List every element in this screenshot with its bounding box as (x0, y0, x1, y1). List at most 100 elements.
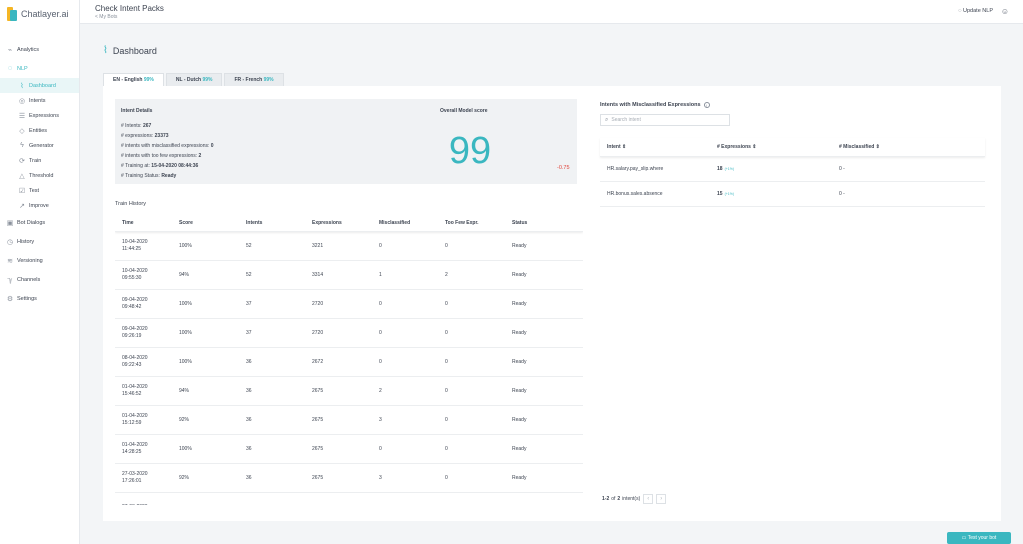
sidebar-item-analytics[interactable]: ⌁ Analytics (0, 40, 79, 59)
train-history-table[interactable]: Time Score Intents Expressions Misclassi… (115, 215, 583, 505)
table-cell: 3314 (312, 272, 324, 278)
model-score-label: Overall Model score (440, 108, 488, 114)
table-row[interactable]: HR.bonus.sales.absence 15 (+1%) 0 - (600, 182, 985, 207)
table-cell: 0 (379, 301, 382, 307)
sidebar-item-versioning[interactable]: ≋ Versioning (0, 251, 79, 270)
column-header: Expressions (312, 220, 342, 226)
table-cell: Ready (512, 330, 527, 336)
detail-line: # Intents: 267 (121, 123, 152, 129)
dashboard-panel: Intent Details # Intents: 267 # expressi… (103, 86, 1001, 521)
column-header-expressions[interactable]: # Expressions ⇕ (717, 144, 757, 150)
detail-line: # intents with misclassified expressions… (121, 143, 214, 149)
clock-icon: ◷ (6, 238, 14, 246)
pager-range: 1-2 (602, 496, 610, 502)
table-cell: 0 (379, 446, 382, 452)
next-page-button[interactable]: › (656, 494, 667, 504)
table-cell: 3221 (312, 243, 324, 249)
sidebar-item-threshold[interactable]: △ Threshold (0, 168, 79, 183)
table-cell: 0 (445, 388, 448, 394)
sidebar-item-dashboard[interactable]: ⌇ Dashboard (0, 78, 79, 93)
chart-line-icon: ⌇ (103, 45, 108, 56)
improve-icon: ↗ (19, 202, 25, 210)
table-header: Time Score Intents Expressions Misclassi… (115, 215, 583, 232)
info-icon[interactable]: i (703, 102, 710, 108)
column-header: Intents (246, 220, 263, 226)
sidebar-item-improve[interactable]: ↗ Improve (0, 198, 79, 213)
sidebar-item-expressions[interactable]: ☰ Expressions (0, 108, 79, 123)
table-cell: Ready (512, 359, 527, 365)
cell-intent: HR.bonus.sales.absence (607, 191, 663, 197)
chart-line-icon: ⌇ (20, 82, 24, 90)
cell-time: 10-04-2020 11:44:25 (122, 239, 148, 252)
table-cell: 52 (246, 272, 252, 278)
cell-time: 01-04-2020 15:46:52 (122, 384, 148, 397)
table-cell: 36 (246, 475, 252, 481)
search-input[interactable] (611, 117, 722, 123)
table-cell: Ready (512, 243, 527, 249)
table-cell: 2 (379, 388, 382, 394)
layers-icon: ≋ (7, 257, 13, 265)
sidebar-item-label: Generator (29, 142, 54, 149)
test-button-label: Test your bot (967, 535, 997, 541)
intent-details-card: Intent Details # Intents: 267 # expressi… (115, 99, 577, 184)
table-row: 01-04-2020 15:46:52 94% 36 2675 2 0 Ready (115, 377, 583, 406)
test-your-bot-button[interactable]: ▭ Test your bot (947, 532, 1011, 544)
tab-fr[interactable]: FR - French 99% (224, 73, 284, 86)
chat-icon: ▭ (961, 535, 968, 541)
tab-pct: 99% (143, 77, 154, 83)
sidebar-item-settings[interactable]: ⚙ Settings (0, 289, 79, 308)
sidebar-item-train[interactable]: ⟳ Train (0, 153, 79, 168)
train-history-label: Train History (115, 201, 146, 207)
table-cell: Ready (512, 446, 527, 452)
pager-unit: intent(s) (622, 496, 641, 502)
sidebar-item-entities[interactable]: ◇ Entities (0, 123, 79, 138)
user-avatar-icon[interactable]: ☺ (1000, 7, 1009, 16)
update-nlp-button[interactable]: ◌ Update NLP (958, 8, 993, 14)
sidebar-item-generator[interactable]: ϟ Generator (0, 138, 79, 153)
table-row: 01-04-2020 14:28:25 100% 36 2675 0 0 Ready (115, 435, 583, 464)
sidebar-item-channels[interactable]: ℽ Channels (0, 270, 79, 289)
column-header: Status (512, 220, 528, 226)
sidebar-item-label: NLP (17, 65, 28, 72)
search-intent-field[interactable]: ⌕ (600, 114, 730, 126)
table-cell: Ready (512, 388, 527, 394)
table-cell: 0 (445, 330, 448, 336)
sidebar-item-history[interactable]: ◷ History (0, 232, 79, 251)
misclassified-label: Intents with Misclassified Expressions i (600, 102, 710, 108)
tab-nl[interactable]: NL - Dutch 99% (165, 73, 223, 86)
sidebar-item-bot-dialogs[interactable]: ▣ Bot Dialogs (0, 213, 79, 232)
sidebar-item-test[interactable]: ☑ Test (0, 183, 79, 198)
misclassified-title: Intents with Misclassified Expressions (600, 102, 701, 108)
sidebar-item-intents[interactable]: ◎ Intents (0, 93, 79, 108)
column-header-intent[interactable]: Intent ⇕ (607, 144, 627, 150)
tab-en[interactable]: EN - English 99% (103, 73, 164, 86)
table-row[interactable]: HR.salary.pay_slip.where 18 (+1%) 0 - (600, 157, 985, 182)
table-cell: 92% (179, 417, 190, 423)
table-cell: Ready (512, 417, 527, 423)
table-cell: 37 (246, 301, 252, 307)
table-cell: 100% (179, 359, 192, 365)
table-cell: 3 (379, 475, 382, 481)
sidebar-item-nlp[interactable]: ◌ NLP (0, 59, 79, 78)
chat-icon: ◌ (7, 65, 13, 72)
page-title: Check Intent Packs (95, 4, 164, 13)
back-link[interactable]: < My Bots (95, 14, 118, 20)
table-cell: 100% (179, 301, 192, 307)
sidebar-item-label: History (17, 238, 35, 245)
table-cell: 2675 (312, 388, 324, 394)
sidebar-item-label: Entities (29, 127, 48, 134)
prev-page-button[interactable]: ‹ (643, 494, 654, 504)
model-score-delta: -0.75 (557, 165, 570, 171)
sidebar-item-label: Channels (17, 276, 41, 283)
table-cell: 2720 (312, 301, 324, 307)
column-header-misclassified[interactable]: # Misclassified ⇕ (839, 144, 880, 150)
dialog-icon: ▣ (6, 219, 14, 227)
table-cell: 94% (179, 272, 190, 278)
gear-icon: ⚙ (6, 295, 14, 303)
table-cell: 3 (379, 417, 382, 423)
detail-line: # expressions: 23373 (121, 133, 169, 139)
logo[interactable]: Chatlayer.ai (0, 0, 79, 28)
table-cell: 2720 (312, 330, 324, 336)
detail-line: # Training Status: Ready (121, 173, 177, 179)
intent-details-label: Intent Details (121, 108, 153, 114)
